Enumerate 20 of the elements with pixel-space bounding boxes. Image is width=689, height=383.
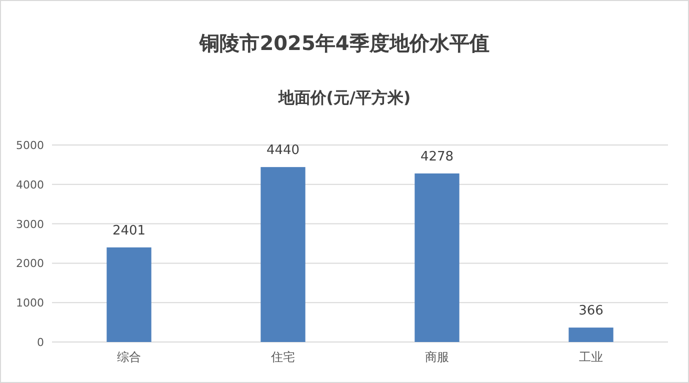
x-tick-label: 综合 bbox=[117, 350, 141, 364]
bar bbox=[568, 328, 614, 342]
data-label: 366 bbox=[578, 304, 604, 319]
y-tick-label: 3000 bbox=[16, 218, 44, 231]
bar bbox=[106, 247, 152, 342]
chart-subtitle: 地面价(元/平方米) bbox=[277, 88, 411, 107]
data-label: 4278 bbox=[420, 149, 454, 164]
y-tick-label: 4000 bbox=[16, 178, 44, 192]
data-label: 2401 bbox=[112, 223, 146, 238]
x-tick-label: 工业 bbox=[579, 350, 603, 364]
y-tick-label: 2000 bbox=[16, 257, 44, 270]
bar bbox=[260, 167, 306, 342]
y-tick-label: 5000 bbox=[16, 139, 44, 152]
chart-title: 铜陵市2025年4季度地价水平值 bbox=[198, 31, 490, 55]
y-tick-label: 1000 bbox=[16, 296, 44, 310]
x-tick-label: 住宅 bbox=[270, 350, 295, 364]
bar bbox=[414, 173, 460, 342]
y-tick-label: 0 bbox=[37, 336, 44, 349]
data-label: 4440 bbox=[266, 143, 300, 158]
x-tick-label: 商服 bbox=[425, 350, 449, 364]
